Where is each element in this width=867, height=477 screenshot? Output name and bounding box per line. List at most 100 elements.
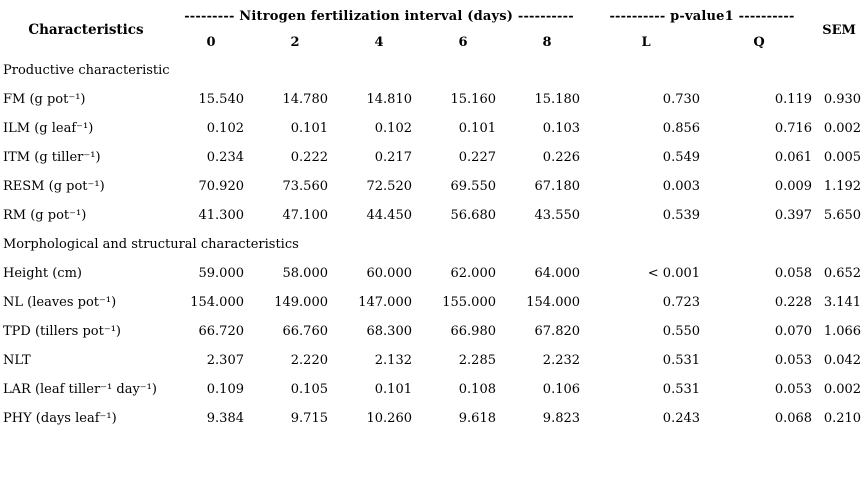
interval-value-cell: 0.226 (542, 150, 581, 165)
interval-value-cell: 0.105 (290, 382, 328, 397)
row-label: FM (g pot⁻¹) (3, 92, 86, 107)
interval-value-cell: 0.108 (458, 382, 496, 397)
row-label: RM (g pot⁻¹) (3, 208, 87, 223)
interval-value-cell: 0.217 (374, 150, 412, 165)
sem-cell: 0.042 (823, 353, 862, 368)
interval-value-cell: 73.560 (282, 179, 329, 194)
interval-value-cell: 0.101 (290, 121, 328, 136)
interval-value-cell: 66.760 (282, 324, 329, 339)
interval-value-cell: 0.222 (290, 150, 328, 165)
interval-value-cell: 66.720 (198, 324, 245, 339)
interval-value-cell: 10.260 (366, 411, 413, 426)
interval-value-cell: 66.980 (450, 324, 497, 339)
sem-cell: 0.005 (823, 150, 862, 165)
interval-value-cell: 9.618 (458, 411, 496, 426)
interval-col-header-8: 8 (542, 34, 552, 50)
interval-value-cell: 68.300 (366, 324, 413, 339)
interval-value-cell: 67.820 (534, 324, 581, 339)
pvalue-cell: 0.531 (662, 353, 701, 368)
interval-value-cell: 15.160 (450, 92, 497, 107)
section-row: Morphological and structural characteris… (3, 230, 863, 259)
pvalue-cell: 0.228 (774, 295, 813, 310)
interval-value-cell: 154.000 (190, 295, 244, 310)
row-label: Height (cm) (3, 266, 82, 281)
pvalue-cell: 0.003 (662, 179, 701, 194)
pvalue-cell: 0.397 (774, 208, 813, 223)
interval-value-cell: 0.234 (206, 150, 244, 165)
sem-cell: 0.210 (823, 411, 862, 426)
pvalue-cell: 0.539 (662, 208, 701, 223)
interval-value-cell: 154.000 (526, 295, 581, 310)
table-row: ITM (g tiller⁻¹) 0.234 0.222 0.217 0.227 0.22… (3, 143, 863, 172)
pvalue-cell: 0.061 (774, 150, 813, 165)
interval-value-cell: 0.106 (542, 382, 581, 397)
table-row: TPD (tillers pot⁻¹) 66.720 66.760 68.300 66.… (3, 317, 863, 346)
table-row: FM (g pot⁻¹) 15.540 14.780 14.810 15.160 15.1… (3, 85, 863, 114)
sem-cell: 0.652 (823, 266, 862, 281)
pvalue-cell: 0.119 (774, 92, 813, 107)
interval-value-cell: 9.384 (206, 411, 244, 426)
sem-cell: 0.002 (823, 121, 862, 136)
sem-cell: 0.002 (823, 382, 862, 397)
interval-value-cell: 0.102 (374, 121, 412, 136)
interval-value-cell: 149.000 (274, 295, 328, 310)
interval-value-cell: 0.109 (206, 382, 244, 397)
row-label: ILM (g leaf⁻¹) (3, 121, 94, 136)
row-label: NLT (3, 353, 31, 368)
sem-column-header: SEM (822, 22, 856, 38)
interval-value-cell: 147.000 (358, 295, 412, 310)
interval-value-cell: 2.232 (542, 353, 581, 368)
table-row: NL (leaves pot⁻¹) 154.000 149.000 147.000 15… (3, 288, 863, 317)
interval-value-cell: 14.780 (282, 92, 329, 107)
pvalue-cell: 0.549 (662, 150, 701, 165)
interval-value-cell: 2.307 (206, 353, 244, 368)
sem-cell: 0.930 (823, 92, 862, 107)
pvalue-cell: 0.730 (662, 92, 701, 107)
interval-value-cell: 2.220 (290, 353, 328, 368)
interval-value-cell: 15.180 (534, 92, 581, 107)
interval-value-cell: 59.000 (198, 266, 245, 281)
section-title: Morphological and structural characteris… (3, 237, 299, 252)
pvalue-col-header-Q: Q (753, 34, 765, 50)
pvalue-group-header: ---------- p-value1 ---------- (609, 8, 795, 24)
table-row: RESM (g pot⁻¹) 70.920 73.560 72.520 69.550 67… (3, 172, 863, 201)
table-row: ILM (g leaf⁻¹) 0.102 0.101 0.102 0.101 0.103 0… (3, 114, 863, 143)
interval-value-cell: 0.102 (206, 121, 244, 136)
pvalue-cell: 0.531 (662, 382, 701, 397)
table-header: Characteristics --------- Nitrogen ferti… (3, 4, 863, 56)
table-row: NLT 2.307 2.220 2.132 2.285 2.232 0.531 0.053 0.… (3, 346, 863, 375)
sem-cell: 1.066 (823, 324, 862, 339)
row-label: LAR (leaf tiller⁻¹ day⁻¹) (3, 382, 157, 397)
group-header-row: Characteristics --------- Nitrogen ferti… (3, 4, 863, 39)
interval-value-cell: 69.550 (450, 179, 497, 194)
interval-col-header-4: 4 (374, 34, 384, 50)
row-label: PHY (days leaf⁻¹) (3, 411, 117, 426)
row-label: TPD (tillers pot⁻¹) (3, 324, 121, 339)
pvalue-cell: 0.550 (662, 324, 701, 339)
interval-value-cell: 56.680 (450, 208, 497, 223)
characteristics-column-header: Characteristics (28, 22, 144, 38)
sem-cell: 1.192 (823, 179, 862, 194)
sub-header-row: 0 2 4 6 8 L Q (3, 28, 863, 56)
interval-value-cell: 0.101 (458, 121, 496, 136)
interval-value-cell: 15.540 (198, 92, 245, 107)
interval-col-header-2: 2 (290, 34, 300, 50)
interval-col-header-0: 0 (206, 34, 216, 50)
interval-value-cell: 9.823 (542, 411, 581, 426)
row-label: ITM (g tiller⁻¹) (3, 150, 101, 165)
interval-value-cell: 0.227 (458, 150, 496, 165)
pvalue-cell: 0.070 (774, 324, 813, 339)
pvalue-col-header-L: L (641, 34, 651, 50)
row-label: RESM (g pot⁻¹) (3, 179, 105, 194)
interval-value-cell: 72.520 (366, 179, 413, 194)
pvalue-cell: 0.068 (774, 411, 813, 426)
interval-value-cell: 58.000 (282, 266, 329, 281)
pvalue-cell: 0.009 (774, 179, 813, 194)
section-row: Productive characteristic (3, 56, 863, 85)
nitrogen-interval-group-header: --------- Nitrogen fertilization interva… (184, 8, 574, 24)
interval-value-cell: 62.000 (450, 266, 497, 281)
interval-value-cell: 47.100 (282, 208, 329, 223)
interval-value-cell: 67.180 (534, 179, 581, 194)
pvalue-cell: < 0.001 (647, 266, 701, 281)
